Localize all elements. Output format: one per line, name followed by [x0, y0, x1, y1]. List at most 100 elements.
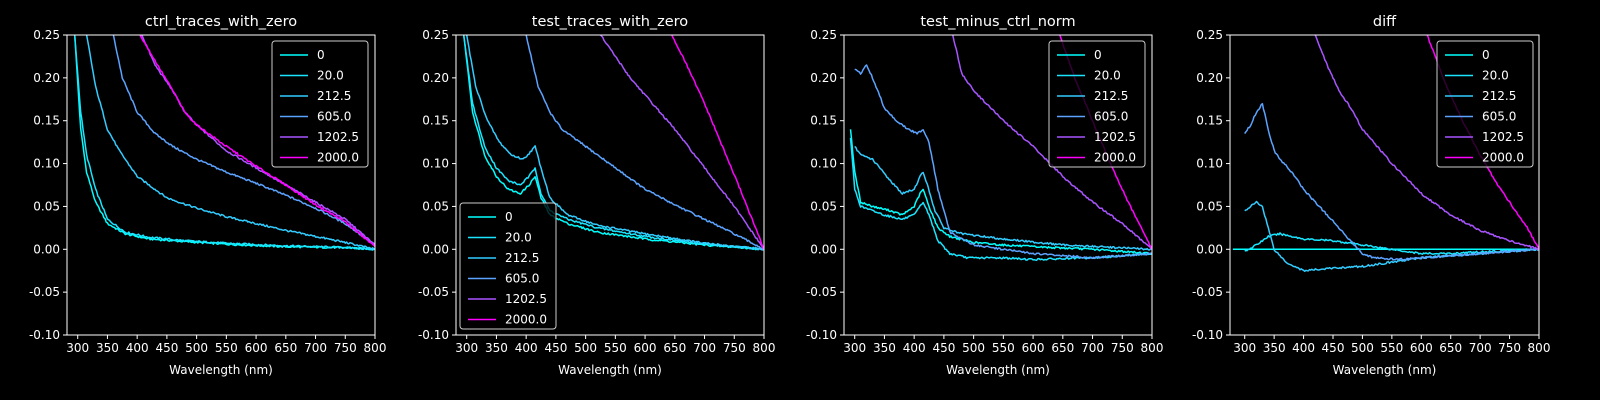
x-tick-label: 600 — [1022, 341, 1045, 355]
x-tick-label: 450 — [544, 341, 567, 355]
chart-title: test_minus_ctrl_norm — [920, 14, 1075, 30]
series-line-605.0 — [854, 64, 1152, 260]
x-tick-label: 400 — [515, 341, 538, 355]
x-axis-label: Wavelength (nm) — [558, 363, 662, 377]
y-tick-label: -0.05 — [806, 285, 837, 299]
x-tick-label: 550 — [992, 341, 1015, 355]
legend-label: 20.0 — [1094, 69, 1121, 83]
series-line-605.0 — [1244, 102, 1539, 261]
x-tick-label: 350 — [873, 341, 896, 355]
series-line-1202.5 — [599, 35, 764, 250]
x-tick-label: 500 — [574, 341, 597, 355]
legend-label: 0 — [317, 48, 325, 62]
x-tick-label: 800 — [753, 341, 776, 355]
legend-box — [271, 40, 369, 168]
legend-label: 1202.5 — [505, 292, 547, 306]
x-tick-label: 650 — [1051, 341, 1074, 355]
x-tick-label: 800 — [1528, 341, 1551, 355]
y-tick-label: -0.10 — [418, 328, 449, 342]
x-tick-label: 500 — [1351, 341, 1374, 355]
x-tick-label: 750 — [723, 341, 746, 355]
x-tick-label: 500 — [185, 341, 208, 355]
plot-area — [73, 35, 375, 251]
series-line-20.0 — [73, 35, 375, 251]
series-line-0 — [849, 129, 1152, 255]
x-tick-label: 700 — [1081, 341, 1104, 355]
y-tick-label: 0.20 — [33, 71, 60, 85]
x-tick-label: 750 — [334, 341, 357, 355]
y-tick-label: 0.05 — [1196, 199, 1223, 213]
y-tick-label: 0.25 — [422, 28, 449, 42]
x-tick-label: 300 — [66, 341, 89, 355]
axes-frame — [1229, 34, 1540, 336]
legend-label: 605.0 — [1482, 110, 1516, 124]
legend-label: 1202.5 — [317, 130, 359, 144]
legend-label: 1202.5 — [1094, 130, 1136, 144]
x-tick-label: 400 — [1292, 341, 1315, 355]
legend: 0 20.0 212.5 605.0 1202.5 2000.0 — [459, 202, 557, 330]
y-tick-label: -0.05 — [29, 285, 60, 299]
chart-panel-1: 300 350 400 450 500 550 600 650 700 750 800 -0.10 -0… — [29, 14, 387, 377]
x-tick-label: 300 — [455, 341, 478, 355]
series-line-1202.5 — [1314, 35, 1539, 251]
legend: 0 20.0 212.5 605.0 1202.5 2000.0 — [1436, 40, 1534, 168]
x-tick-label: 750 — [1111, 341, 1134, 355]
y-tick-label: 0.25 — [33, 28, 60, 42]
x-tick-label: 450 — [932, 341, 955, 355]
y-tick-label: 0.00 — [1196, 242, 1223, 256]
series-line-2000.0 — [671, 35, 764, 250]
y-tick-label: 0.15 — [422, 114, 449, 128]
chart-panel-3: 300 350 400 450 500 550 600 650 700 750 800 -0.10 -0… — [806, 14, 1164, 377]
x-tick-label: 350 — [96, 341, 119, 355]
legend-label: 212.5 — [1482, 89, 1516, 103]
y-tick-label: 0.10 — [1196, 157, 1223, 171]
legend-label: 212.5 — [505, 251, 539, 265]
legend-label: 2000.0 — [317, 151, 359, 165]
series-line-605.0 — [112, 35, 375, 246]
x-axis-label: Wavelength (nm) — [169, 363, 273, 377]
x-axis-label: Wavelength (nm) — [1333, 363, 1437, 377]
x-tick-label: 600 — [634, 341, 657, 355]
legend-label: 0 — [1482, 48, 1490, 62]
x-tick-label: 650 — [663, 341, 686, 355]
legend-label: 20.0 — [505, 231, 532, 245]
y-tick-label: -0.05 — [418, 285, 449, 299]
x-tick-label: 800 — [364, 341, 387, 355]
y-tick-label: -0.05 — [1192, 285, 1223, 299]
legend-label: 2000.0 — [1482, 151, 1524, 165]
x-tick-label: 650 — [1439, 341, 1462, 355]
y-tick-label: 0.00 — [422, 242, 449, 256]
y-tick-label: 0.05 — [33, 199, 60, 213]
legend-label: 605.0 — [505, 272, 539, 286]
x-tick-label: 400 — [903, 341, 926, 355]
legend-label: 605.0 — [317, 110, 351, 124]
x-tick-label: 450 — [155, 341, 178, 355]
y-tick-label: 0.15 — [810, 114, 837, 128]
y-tick-label: -0.10 — [1192, 328, 1223, 342]
y-tick-label: 0.00 — [33, 242, 60, 256]
y-tick-label: 0.10 — [33, 157, 60, 171]
axes-frame — [66, 34, 376, 336]
x-tick-label: 300 — [1233, 341, 1256, 355]
series-line-0 — [73, 35, 375, 251]
legend-label: 1202.5 — [1482, 130, 1524, 144]
legend-label: 605.0 — [1094, 110, 1128, 124]
y-tick-label: 0.10 — [810, 157, 837, 171]
x-tick-label: 600 — [245, 341, 268, 355]
x-tick-label: 400 — [126, 341, 149, 355]
chart-title: test_traces_with_zero — [532, 14, 689, 30]
legend-label: 0 — [505, 210, 513, 224]
legend-label: 2000.0 — [1094, 151, 1136, 165]
axes-frame — [455, 34, 765, 336]
y-tick-label: 0.20 — [1196, 71, 1223, 85]
series-line-20.0 — [1244, 232, 1539, 255]
x-tick-label: 550 — [1380, 341, 1403, 355]
x-tick-label: 700 — [304, 341, 327, 355]
series-line-212.5 — [85, 35, 375, 250]
x-tick-label: 500 — [962, 341, 985, 355]
x-tick-label: 750 — [1498, 341, 1521, 355]
x-axis-label: Wavelength (nm) — [946, 363, 1050, 377]
x-tick-label: 650 — [274, 341, 297, 355]
